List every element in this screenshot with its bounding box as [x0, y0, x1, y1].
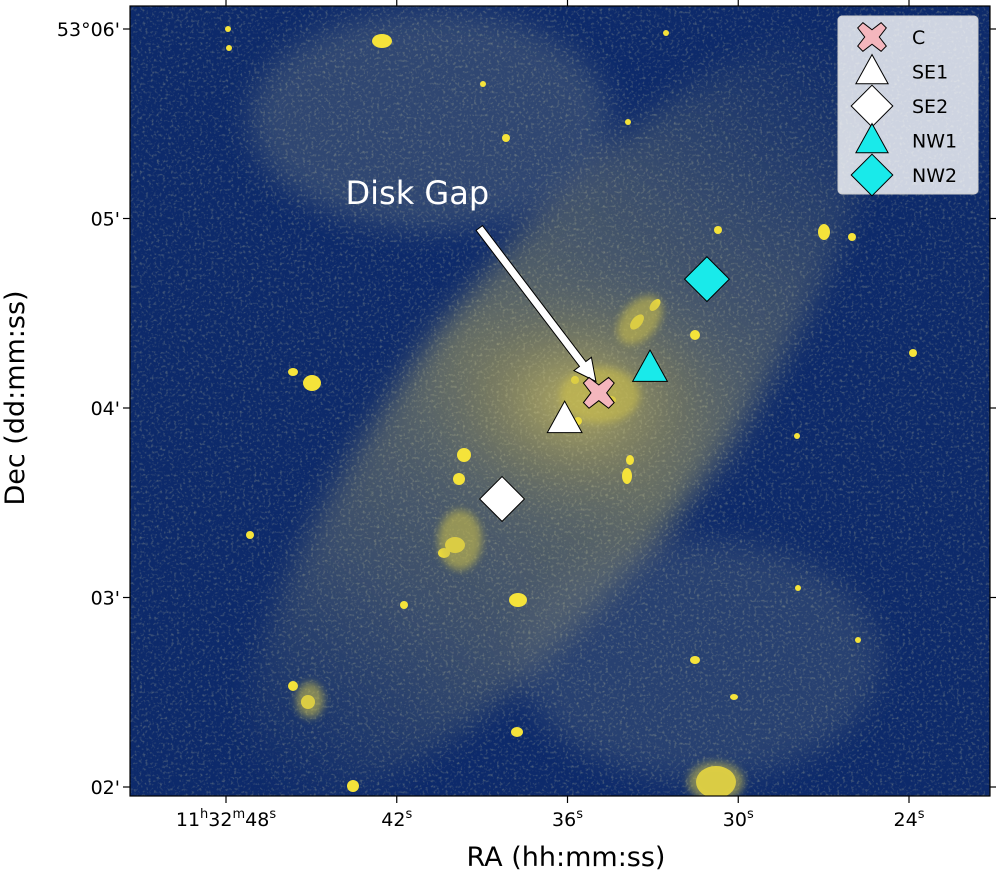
- plot-frame: [129, 5, 991, 797]
- y-tick-label: 53°06': [57, 19, 120, 41]
- legend-marker-se1: [855, 53, 889, 85]
- y-tick-label: 02': [91, 777, 120, 799]
- y-tick-label: 03': [91, 588, 120, 610]
- marker-nw1: [631, 348, 669, 382]
- legend-marker-nw2: [850, 153, 894, 197]
- marker-se2: [478, 475, 526, 523]
- x-tick-label: 11h32m48s: [176, 807, 276, 831]
- y-axis: 53°06' 05' 04' 03' 02': [57, 19, 996, 799]
- legend-label-nw2: NW2: [912, 165, 957, 187]
- x-tick-label: 24s: [894, 807, 925, 831]
- legend-label-se1: SE1: [912, 62, 948, 84]
- x-axis-title: RA (hh:mm:ss): [467, 842, 666, 873]
- annotation-text: Disk Gap: [346, 174, 490, 212]
- x-axis: 11h32m48s 42s 36s 30s 24s: [176, 0, 925, 831]
- marker-c: [582, 376, 615, 409]
- x-tick-label: 30s: [723, 807, 754, 831]
- x-tick-label: 36s: [552, 807, 583, 831]
- annotation-layer: Disk Gap: [346, 174, 597, 383]
- marker-nw2: [683, 256, 731, 303]
- legend-label-c: C: [912, 27, 925, 49]
- legend-marker-nw1: [855, 122, 889, 154]
- legend-label-nw1: NW1: [912, 131, 957, 153]
- marker-layer: [478, 256, 731, 523]
- emission-glow: [296, 295, 744, 796]
- y-tick-label: 04': [91, 398, 120, 420]
- y-axis-title: Dec (dd:mm:ss): [0, 290, 31, 505]
- marker-se1: [546, 400, 583, 434]
- y-tick-label: 05': [91, 209, 120, 231]
- legend: C SE1 SE2 NW1 NW2: [837, 15, 979, 197]
- legend-label-se2: SE2: [912, 96, 948, 118]
- legend-marker-c: [857, 22, 887, 52]
- x-tick-label: 42s: [381, 807, 412, 831]
- annotation-arrow: [475, 224, 597, 383]
